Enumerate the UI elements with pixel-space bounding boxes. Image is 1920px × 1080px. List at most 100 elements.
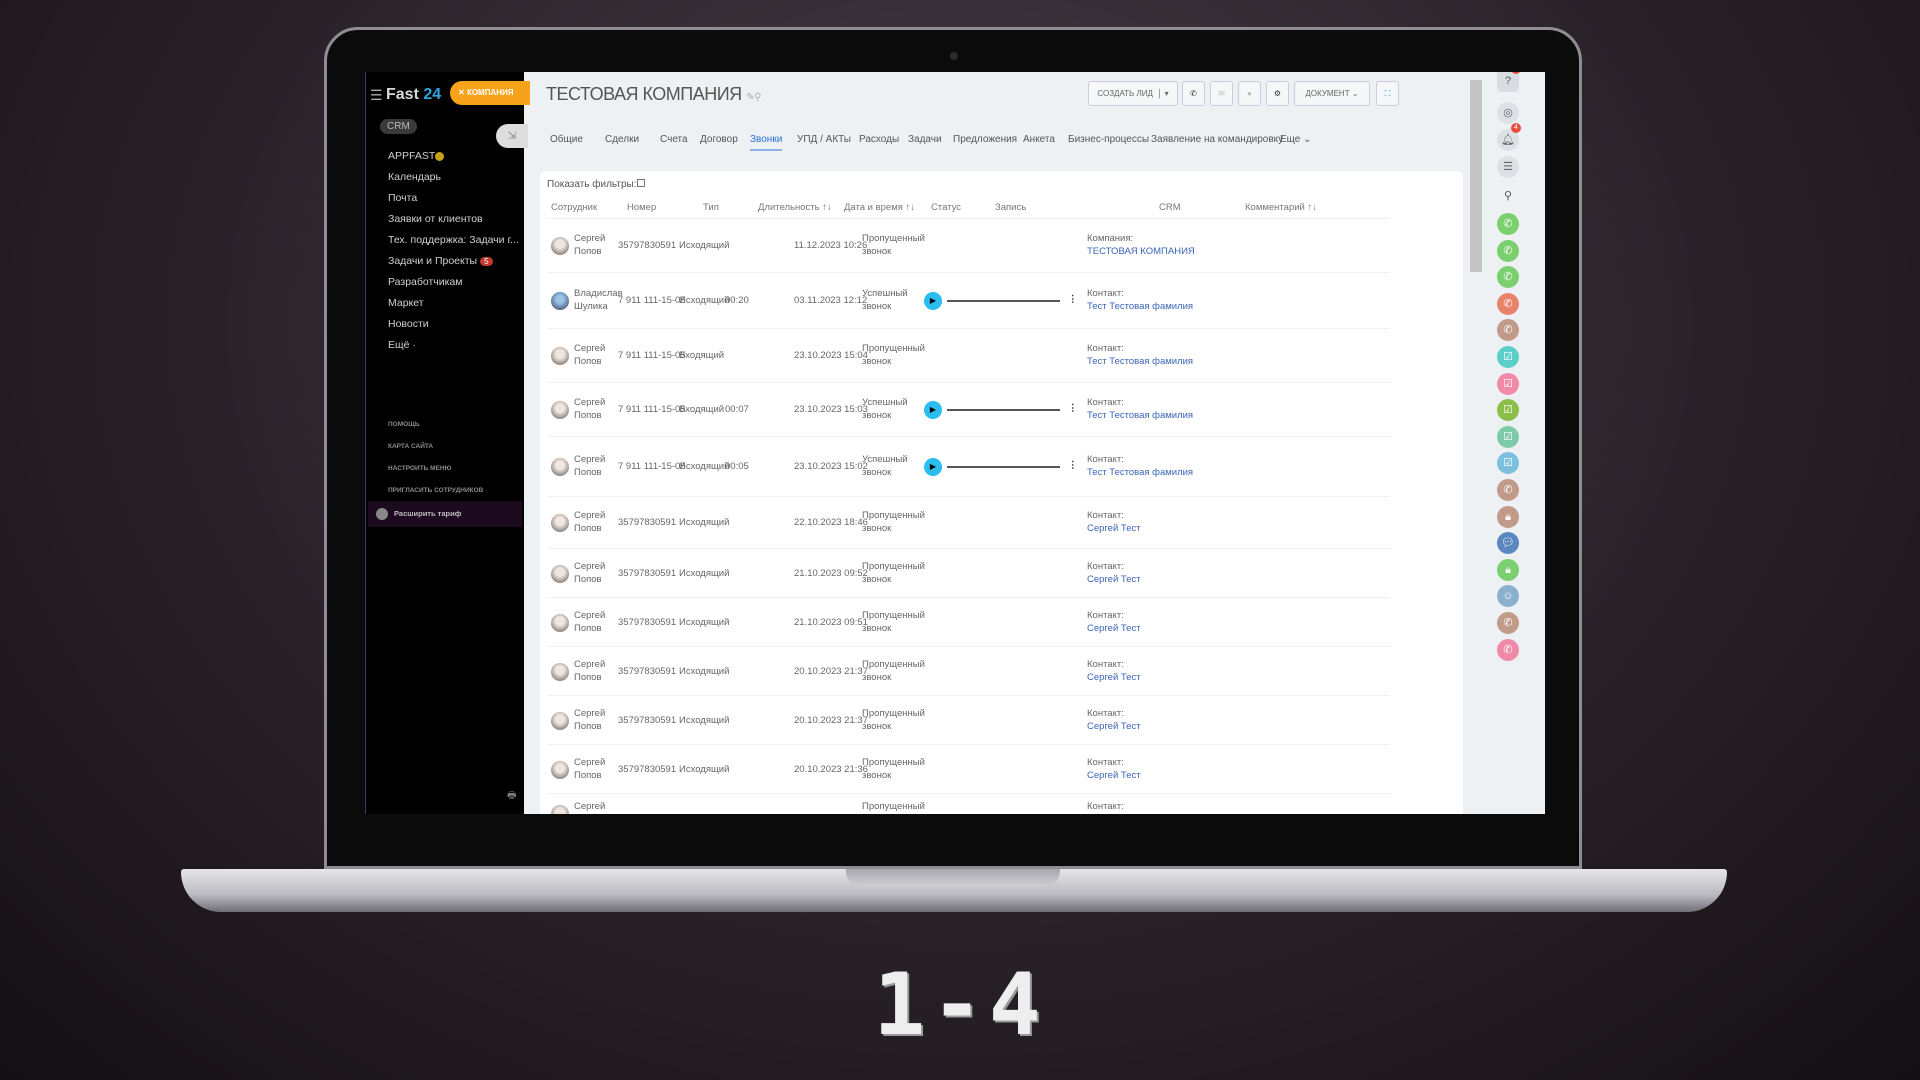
table-row[interactable]: Сергей Попов 7 911 111-15-05 Входящий 23.10.…	[548, 328, 1390, 382]
printer-icon[interactable]: 🖶	[507, 790, 517, 801]
tab[interactable]: УПД / АКТы	[797, 134, 851, 145]
column-header[interactable]: Длительность ↑↓	[758, 202, 832, 213]
filter-checkbox[interactable]	[637, 179, 646, 187]
lock-icon[interactable]: 🔒︎	[1497, 505, 1519, 528]
crm-entity-link[interactable]: Тест Тестовая фамилия	[1087, 301, 1194, 312]
phone-icon[interactable]: ✆	[1497, 213, 1519, 235]
employee-name[interactable]: Сергей Попов	[574, 560, 605, 586]
tab[interactable]: Договор	[700, 134, 738, 145]
sidebar-item[interactable]: Календарь	[388, 171, 441, 183]
table-row[interactable]: Сергей Попов 35797830591 Исходящий 21.10.202…	[548, 548, 1390, 597]
sidebar-item[interactable]: Почта	[388, 192, 417, 204]
crm-entity-link[interactable]: Сергей Тест	[1087, 720, 1141, 732]
close-icon[interactable]: ✕	[458, 88, 467, 97]
chat-icon[interactable]: ☰	[1497, 156, 1519, 178]
audio-progress[interactable]	[947, 466, 1060, 468]
phone-icon[interactable]: ✆	[1497, 239, 1519, 262]
phone-icon[interactable]: ✆	[1497, 292, 1519, 315]
chat-icon[interactable]: 💬︎	[1497, 532, 1519, 555]
phone-icon[interactable]: ✆	[1497, 638, 1519, 661]
menu-icon[interactable]: ☰	[370, 87, 383, 103]
fullscreen-icon[interactable]: ⛶	[1376, 81, 1399, 106]
tab[interactable]: Расходы	[859, 134, 900, 145]
tab[interactable]: Сделки	[605, 134, 640, 145]
tab[interactable]: Заявление на командировку	[1151, 134, 1284, 145]
play-button[interactable]: ▶	[924, 458, 942, 476]
collapse-button[interactable]: ⇲	[496, 124, 528, 148]
table-row[interactable]: Сергей Попов 35797830591 Исходящий 20.10.202…	[548, 695, 1390, 744]
employee-name[interactable]: Сергей Попов	[574, 342, 605, 368]
employee-name[interactable]: Сергей Попов	[574, 396, 605, 422]
more-icon[interactable]: ⋮	[1068, 294, 1078, 305]
crm-entity-link[interactable]: Сергей Тест	[1087, 769, 1141, 781]
tab[interactable]: Бизнес-процессы	[1068, 134, 1150, 145]
table-row[interactable]: Владислав Шулика 7 911 111-15-05 Исходящий 0…	[548, 272, 1390, 328]
tab[interactable]: Еще ⌄	[1280, 134, 1312, 145]
employee-name[interactable]: Сергей Попов	[574, 509, 605, 535]
crm-entity-link[interactable]: Тест Тестовая фамилия	[1087, 410, 1194, 421]
lock-icon[interactable]: 🔒︎	[1497, 558, 1519, 581]
table-row[interactable]: Сергей Попов 35797830591 Исходящий 22.10.202…	[548, 496, 1390, 548]
employee-name[interactable]: Сергей Попов	[574, 609, 605, 635]
more-icon[interactable]: ⋮	[1068, 403, 1078, 414]
sidebar-small-link[interactable]: Помощь	[388, 421, 420, 428]
task-icon[interactable]: ☑	[1497, 452, 1519, 475]
crm-entity-link[interactable]: Сергей Тест	[1087, 671, 1141, 683]
employee-name[interactable]: Сергей	[574, 800, 605, 813]
table-row[interactable]: Сергей Попов 7 911 111-15-05 Входящий 00:07 2…	[548, 382, 1390, 436]
bell-icon[interactable]: 🔔︎ 4	[1497, 123, 1521, 151]
crm-entity-link[interactable]: ТЕСТОВАЯ КОМПАНИЯ	[1087, 246, 1195, 257]
target-icon[interactable]: ◎	[1497, 102, 1519, 124]
more-icon[interactable]: ⋮	[1068, 460, 1078, 471]
table-row[interactable]: Сергей Попов 35797830591 Исходящий 20.10.202…	[548, 744, 1390, 793]
table-row[interactable]: Сергей Попов 7 911 111-15-05 Исходящий 00:05…	[548, 436, 1390, 496]
sidebar-item[interactable]: Разработчикам	[388, 276, 463, 288]
document-button[interactable]: ДОКУМЕНТ ⌄	[1294, 81, 1370, 106]
edit-icon[interactable]: ✎⚲	[746, 92, 761, 103]
show-filters[interactable]: Показать фильтры:	[547, 179, 646, 190]
tab[interactable]: Счета	[660, 134, 688, 145]
entity-pill[interactable]: ✕ КОМПАНИЯ	[450, 81, 530, 105]
mail-icon[interactable]: ✉	[1210, 81, 1233, 106]
help-icon[interactable]: ?9	[1497, 72, 1521, 92]
sidebar-small-link[interactable]: Пригласить сотрудников	[388, 487, 484, 494]
avatar-icon[interactable]: ☺	[1497, 585, 1519, 608]
tab[interactable]: Предложения	[953, 134, 1018, 145]
sidebar-item[interactable]: Тех. поддержка: Задачи г...	[388, 234, 519, 246]
gear-icon[interactable]: ⚙	[1266, 81, 1289, 106]
crm-entity-link[interactable]: Сергей Тест	[1087, 622, 1141, 634]
crm-entity-link[interactable]: Тест Тестовая фамилия	[1087, 356, 1194, 367]
sidebar-small-link[interactable]: Настроить меню	[388, 465, 452, 472]
table-row[interactable]: Сергей Попов 35797830591 Исходящий 21.10.202…	[548, 597, 1390, 646]
play-button[interactable]: ▶	[924, 401, 942, 419]
table-row[interactable]: Сергей Пропущенный Контакт:	[548, 793, 1390, 814]
sidebar-item[interactable]: Маркет	[388, 297, 424, 309]
chat-icon[interactable]: ●	[1238, 81, 1261, 106]
tab[interactable]: Задачи	[908, 134, 942, 145]
table-row[interactable]: Сергей Попов 35797830591 Исходящий 20.10.202…	[548, 646, 1390, 695]
table-row[interactable]: Сергей Попов 35797830591 Исходящий 11.12.202…	[548, 218, 1390, 272]
crm-label[interactable]: CRM	[380, 119, 417, 134]
tab[interactable]: Анкета	[1023, 134, 1055, 145]
sidebar-item[interactable]: APPFAST	[388, 150, 445, 162]
audio-progress[interactable]	[947, 409, 1060, 411]
employee-name[interactable]: Владислав Шулика	[574, 287, 623, 313]
task-icon[interactable]: ☑	[1497, 425, 1519, 448]
phone-icon[interactable]: ✆	[1497, 612, 1519, 634]
employee-name[interactable]: Сергей Попов	[574, 658, 605, 684]
phone-icon[interactable]: ✆	[1497, 319, 1519, 342]
task-icon[interactable]: ☑	[1497, 346, 1519, 368]
sidebar-item[interactable]: Ещё ·	[388, 339, 416, 351]
sidebar-item[interactable]: Заявки от клиентов	[388, 213, 483, 225]
crm-entity-link[interactable]: Сергей Тест	[1087, 523, 1141, 534]
tab[interactable]: Общие	[550, 134, 583, 145]
phone-icon[interactable]: ✆	[1497, 266, 1519, 289]
sidebar-item[interactable]: Задачи и Проекты 5	[388, 255, 493, 267]
sidebar-item[interactable]: Новости	[388, 318, 429, 330]
play-button[interactable]: ▶	[924, 292, 942, 310]
audio-progress[interactable]	[947, 300, 1060, 302]
task-icon[interactable]: ☑	[1497, 399, 1519, 422]
logo[interactable]: Fast 24	[386, 86, 442, 103]
phone-button[interactable]: ✆	[1182, 81, 1205, 106]
crm-entity-link[interactable]: Сергей Тест	[1087, 573, 1141, 585]
